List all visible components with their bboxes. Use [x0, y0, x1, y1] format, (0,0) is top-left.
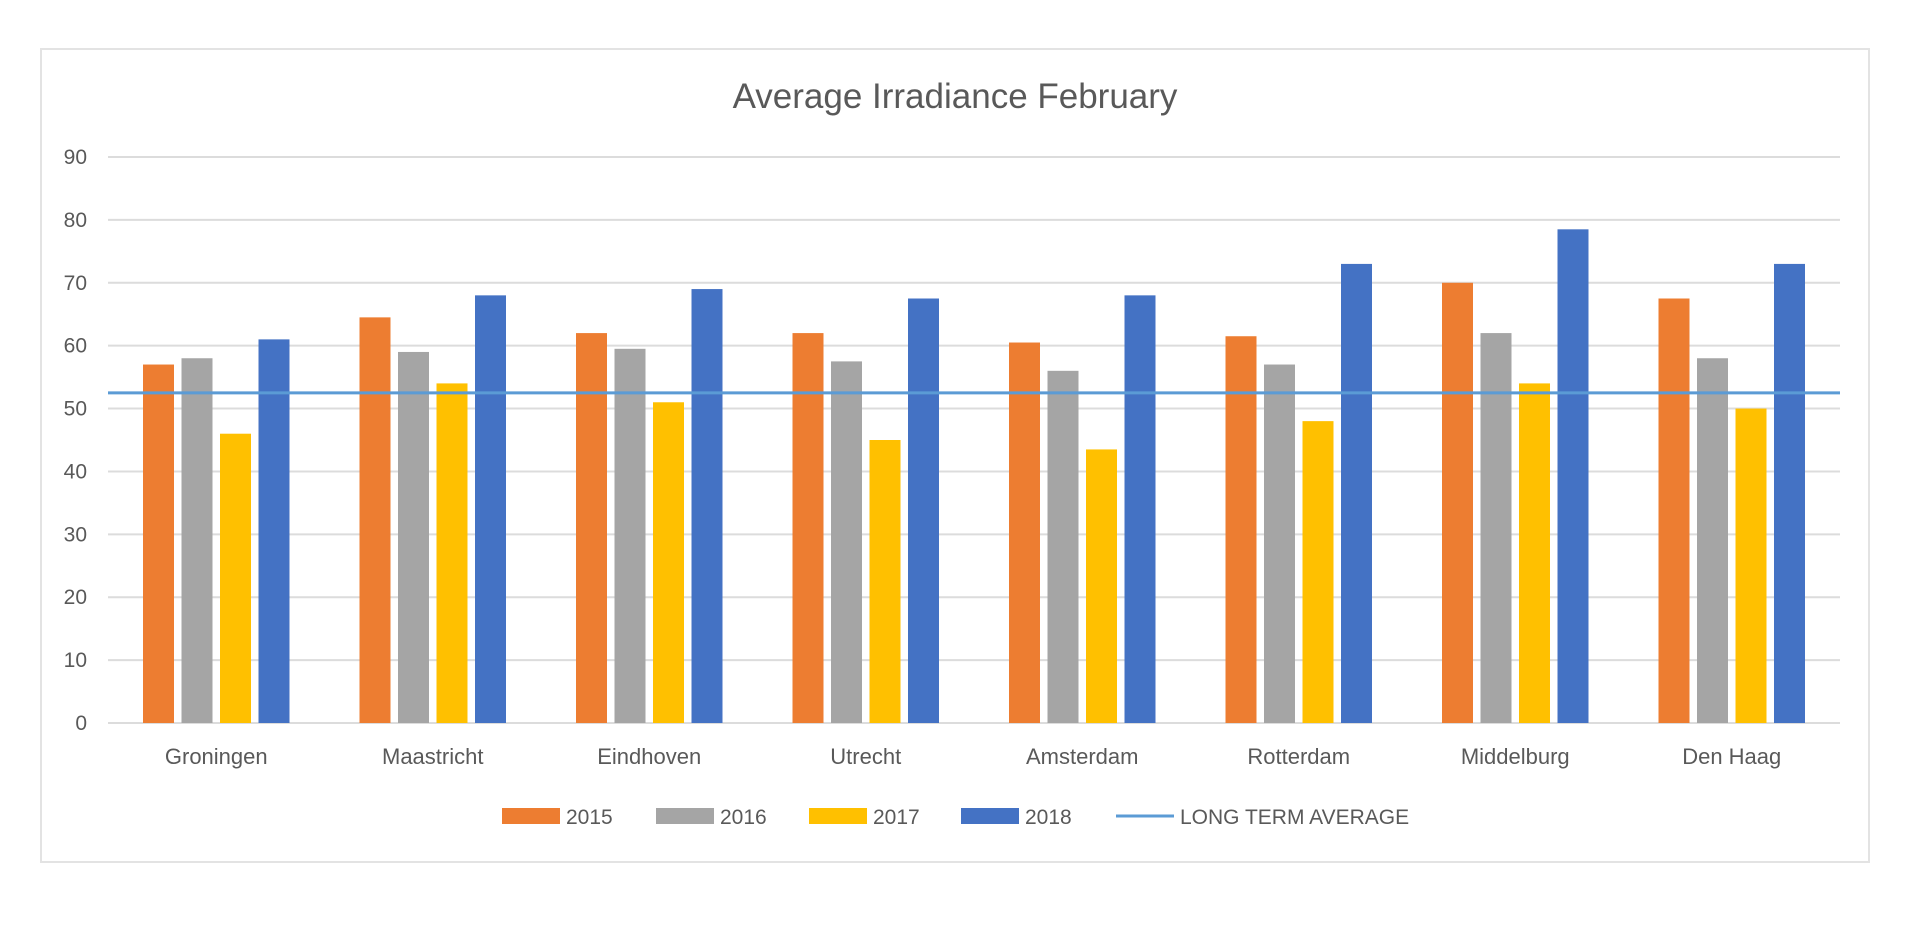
bar [576, 333, 607, 723]
legend-label: 2016 [720, 806, 767, 829]
x-tick-label: Utrecht [830, 744, 901, 769]
bar [143, 364, 174, 723]
bar [691, 289, 723, 723]
legend: 2015 2016 2017 2018 LONG TERM AVERAGE [502, 806, 1409, 829]
bar [1047, 370, 1079, 723]
bar [1264, 364, 1295, 723]
legend-label: 2015 [566, 806, 613, 829]
y-tick-label: 0 [75, 712, 87, 735]
chart-title: Average Irradiance February [733, 77, 1178, 116]
bar [398, 351, 429, 723]
x-tick-label: Den Haag [1682, 744, 1781, 769]
bars [143, 229, 1805, 724]
bar [1225, 336, 1257, 723]
bar [1086, 449, 1117, 723]
bar [258, 339, 290, 723]
bar [653, 402, 684, 723]
y-tick-label: 30 [64, 523, 87, 546]
y-tick-label: 20 [64, 586, 87, 609]
bar [1658, 298, 1690, 723]
legend-label: 2018 [1025, 806, 1072, 829]
legend-swatch [961, 808, 1019, 824]
legend-label: LONG TERM AVERAGE [1180, 806, 1409, 829]
bar [1735, 408, 1767, 723]
y-tick-label: 70 [64, 272, 87, 295]
bar [475, 295, 506, 723]
bar [181, 358, 213, 723]
bar [1341, 263, 1372, 723]
x-tick-label: Rotterdam [1247, 744, 1350, 769]
bar [1774, 263, 1805, 723]
x-tick-label: Eindhoven [597, 744, 701, 769]
bar [614, 348, 646, 723]
y-tick-label: 60 [64, 335, 87, 358]
y-tick-label: 80 [64, 209, 87, 232]
bar [1442, 282, 1473, 723]
x-tick-label: Middelburg [1461, 744, 1570, 769]
bar [1519, 383, 1550, 723]
bar [869, 440, 901, 723]
x-axis-ticks: Groningen Maastricht Eindhoven Utrecht Amste… [165, 744, 1781, 769]
bar [1697, 358, 1728, 723]
bar [831, 361, 862, 723]
bar [1480, 333, 1512, 723]
legend-label: 2017 [873, 806, 920, 829]
bar [1124, 295, 1156, 723]
bar [1557, 229, 1589, 724]
y-tick-label: 50 [64, 398, 87, 421]
bar [792, 333, 824, 723]
bar [908, 298, 939, 723]
legend-swatch [502, 808, 560, 824]
legend-swatch [656, 808, 714, 824]
x-tick-label: Amsterdam [1026, 744, 1138, 769]
y-tick-label: 40 [64, 460, 87, 483]
y-tick-label: 10 [64, 649, 87, 672]
bar [359, 317, 391, 723]
x-tick-label: Groningen [165, 744, 268, 769]
gridlines [108, 156, 1840, 724]
y-axis-ticks: 0 10 20 30 40 50 60 70 80 90 [64, 146, 87, 735]
bar [436, 383, 468, 723]
legend-swatch [809, 808, 867, 824]
bar [1009, 342, 1040, 723]
y-tick-label: 90 [64, 146, 87, 169]
bar [220, 433, 251, 723]
bar [1302, 421, 1334, 723]
x-tick-label: Maastricht [382, 744, 483, 769]
